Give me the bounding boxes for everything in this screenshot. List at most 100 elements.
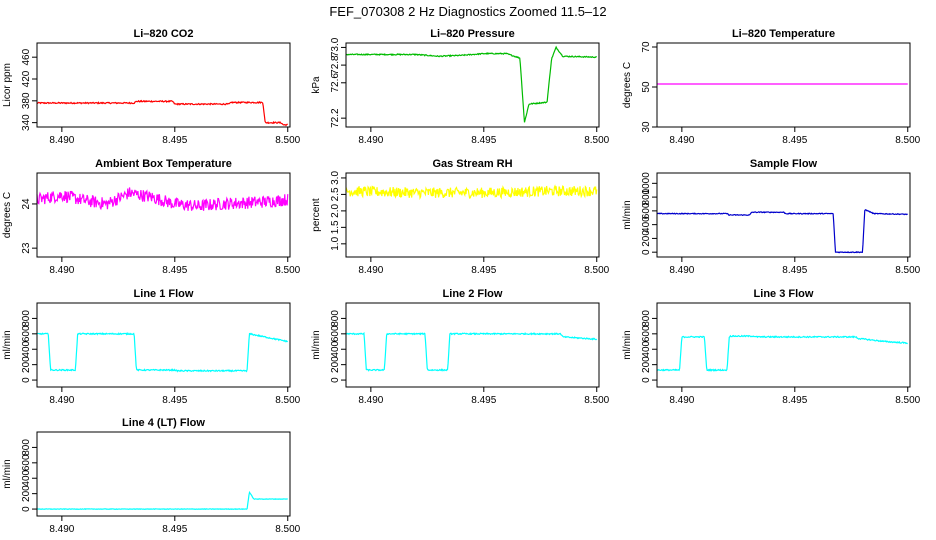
panel-1: Li–820 Pressure 8.490 8.495 8.500 72.2 72.672… bbox=[311, 28, 610, 146]
series-line bbox=[36, 490, 288, 511]
panel-title: Line 3 Flow bbox=[754, 288, 814, 300]
panel-5: Sample Flow 8.490 8.495 8.500 0 2004006008001… bbox=[622, 158, 921, 276]
y-tick-label: 2.0 bbox=[330, 203, 341, 217]
x-tick-label: 8.495 bbox=[162, 265, 187, 276]
panel-0: Li–820 CO2 8.490 8.495 8.500 340 380 420 460 Lic… bbox=[2, 28, 301, 146]
y-tick-label: 1.0 bbox=[330, 236, 341, 250]
y-tick-label: 400 bbox=[21, 469, 32, 486]
y-tick-label: 200 bbox=[21, 356, 32, 373]
y-tick-label: 0 bbox=[21, 506, 32, 512]
panel-2: Li–820 Temperature 8.490 8.495 8.500 30 50 70 d… bbox=[622, 28, 921, 146]
y-axis-label: ml/min bbox=[2, 459, 13, 488]
y-tick-label: 400 bbox=[330, 340, 341, 357]
x-tick-label: 8.500 bbox=[275, 395, 300, 406]
plot-frame bbox=[656, 42, 911, 128]
x-tick-label: 8.490 bbox=[358, 265, 383, 276]
y-tick-label: 380 bbox=[21, 92, 32, 109]
plot-frame bbox=[36, 302, 291, 388]
y-axis-label: ml/min bbox=[622, 330, 633, 359]
y-axis-label: degrees C bbox=[2, 192, 13, 238]
y-tick-label: 600 bbox=[641, 202, 652, 219]
plot-frame bbox=[345, 172, 600, 258]
series-line bbox=[345, 45, 597, 123]
y-tick-label: 600 bbox=[21, 325, 32, 342]
y-axis-label: ml/min bbox=[622, 200, 633, 229]
x-tick-label: 8.500 bbox=[584, 395, 609, 406]
y-tick-label: 72.2 bbox=[330, 108, 341, 128]
x-tick-label: 8.490 bbox=[49, 395, 74, 406]
x-tick-label: 8.490 bbox=[669, 265, 694, 276]
y-tick-label: 0 bbox=[330, 377, 341, 383]
figure-title: FEF_070308 2 Hz Diagnostics Zoomed 11.5–… bbox=[329, 4, 606, 19]
x-tick-label: 8.495 bbox=[162, 135, 187, 146]
y-tick-label: 200 bbox=[330, 356, 341, 373]
y-tick-label: 72.8 bbox=[330, 55, 341, 75]
y-tick-label: 1000 bbox=[641, 172, 652, 195]
plot-frame bbox=[656, 302, 911, 388]
x-tick-label: 8.500 bbox=[584, 265, 609, 276]
series-line bbox=[656, 334, 908, 372]
x-tick-label: 8.495 bbox=[782, 265, 807, 276]
x-tick-label: 8.490 bbox=[358, 135, 383, 146]
x-tick-label: 8.490 bbox=[358, 395, 383, 406]
panel-title: Ambient Box Temperature bbox=[95, 158, 232, 170]
y-axis-label: ml/min bbox=[311, 330, 322, 359]
y-tick-label: 400 bbox=[641, 340, 652, 357]
y-axis-label: kPa bbox=[311, 76, 322, 94]
x-tick-label: 8.490 bbox=[669, 395, 694, 406]
y-tick-label: 0 bbox=[21, 377, 32, 383]
x-tick-label: 8.490 bbox=[49, 524, 74, 535]
x-tick-label: 8.500 bbox=[275, 524, 300, 535]
x-tick-label: 8.495 bbox=[162, 524, 187, 535]
panel-title: Line 4 (LT) Flow bbox=[122, 417, 205, 429]
panel-title: Li–820 Pressure bbox=[430, 28, 514, 40]
plot-frame bbox=[36, 172, 291, 258]
x-tick-label: 8.495 bbox=[471, 135, 496, 146]
panel-title: Sample Flow bbox=[750, 158, 818, 170]
plot-frame bbox=[656, 172, 911, 258]
panel-title: Li–820 Temperature bbox=[732, 28, 835, 40]
y-tick-label: 23 bbox=[21, 242, 32, 254]
y-tick-label: 600 bbox=[641, 325, 652, 342]
y-tick-label: 1.5 bbox=[330, 220, 341, 234]
series-line bbox=[656, 209, 908, 254]
x-tick-label: 8.490 bbox=[49, 135, 74, 146]
x-tick-label: 8.495 bbox=[162, 395, 187, 406]
y-tick-label: 0 bbox=[641, 377, 652, 383]
y-tick-label: 0 bbox=[641, 249, 652, 255]
y-tick-label: 600 bbox=[21, 454, 32, 471]
y-tick-label: 24 bbox=[21, 198, 32, 210]
panel-4: Gas Stream RH 8.490 8.495 8.500 1.0 1.5 2.0 2.5… bbox=[311, 158, 610, 276]
panel-3: Ambient Box Temperature 8.490 8.495 8.500 23… bbox=[2, 158, 301, 276]
y-axis-label: Licor ppm bbox=[2, 63, 13, 107]
y-tick-label: 200 bbox=[641, 356, 652, 373]
panel-9: Line 4 (LT) Flow 8.490 8.495 8.500 0 20040060… bbox=[2, 417, 301, 535]
panel-title: Li–820 CO2 bbox=[134, 28, 194, 40]
y-tick-label: 200 bbox=[21, 485, 32, 502]
x-tick-label: 8.495 bbox=[782, 135, 807, 146]
series-line bbox=[36, 331, 288, 373]
x-tick-label: 8.490 bbox=[669, 135, 694, 146]
x-tick-label: 8.500 bbox=[275, 265, 300, 276]
y-axis-label: degrees C bbox=[622, 62, 633, 108]
y-tick-label: 400 bbox=[641, 216, 652, 233]
panel-title: Line 1 Flow bbox=[134, 288, 194, 300]
plot-frame bbox=[36, 431, 291, 517]
x-tick-label: 8.495 bbox=[471, 265, 496, 276]
series-line bbox=[345, 331, 598, 372]
plot-frame bbox=[345, 302, 600, 388]
panel-title: Line 2 Flow bbox=[443, 288, 503, 300]
y-tick-label: 72.6 bbox=[330, 73, 341, 93]
x-tick-label: 8.495 bbox=[471, 395, 496, 406]
y-tick-label: 200 bbox=[641, 230, 652, 247]
y-tick-label: 50 bbox=[641, 81, 652, 93]
x-tick-label: 8.490 bbox=[49, 265, 74, 276]
y-tick-label: 30 bbox=[641, 121, 652, 133]
x-tick-label: 8.500 bbox=[584, 135, 609, 146]
panel-title: Gas Stream RH bbox=[432, 158, 512, 170]
x-tick-label: 8.500 bbox=[895, 135, 920, 146]
plot-frame bbox=[345, 42, 600, 128]
y-tick-label: 600 bbox=[330, 325, 341, 342]
